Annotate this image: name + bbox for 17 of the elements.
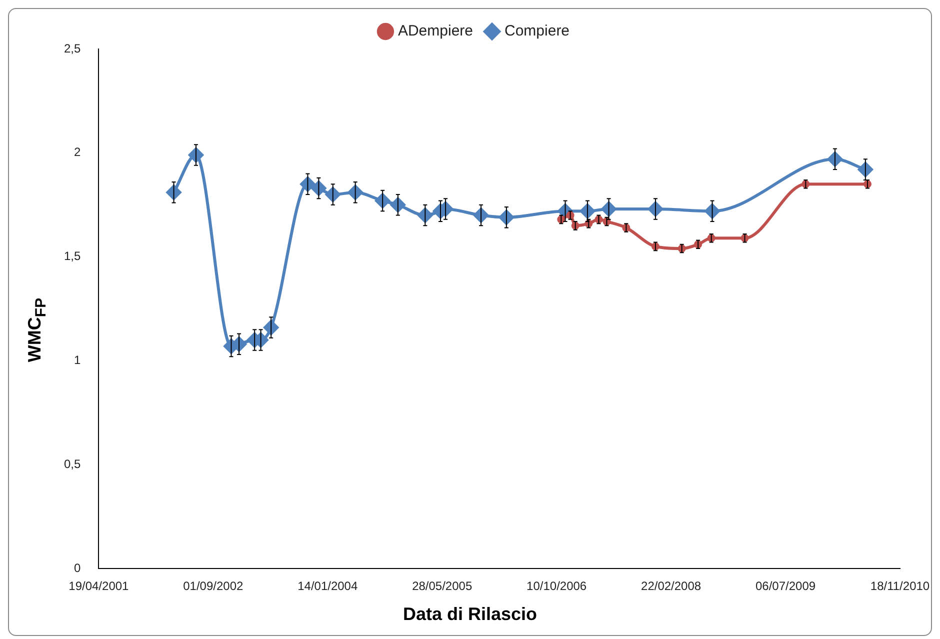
y-tick-label: 0 [74,560,81,575]
y-tick-label: 1 [74,353,81,368]
x-tick-label: 10/10/2006 [526,579,587,594]
x-tick-label: 18/11/2010 [870,579,930,594]
y-tick-label: 2 [74,145,81,160]
legend-label: ADempiere [398,22,474,40]
y-tick-label: 2,5 [64,41,81,56]
x-tick-label: 06/07/2009 [755,579,816,594]
x-axis-title: Data di Rilascio [402,604,538,625]
x-tick-label: 22/02/2008 [641,579,702,594]
y-tick-label: 1,5 [64,249,81,264]
legend-label: Compiere [504,22,570,40]
x-tick-label: 01/09/2002 [183,579,244,594]
x-tick-label: 14/01/2004 [298,579,358,594]
x-tick-label: 19/04/2001 [68,579,130,594]
y-tick-label: 0,5 [64,456,81,471]
x-tick-label: 28/05/2005 [412,579,472,594]
